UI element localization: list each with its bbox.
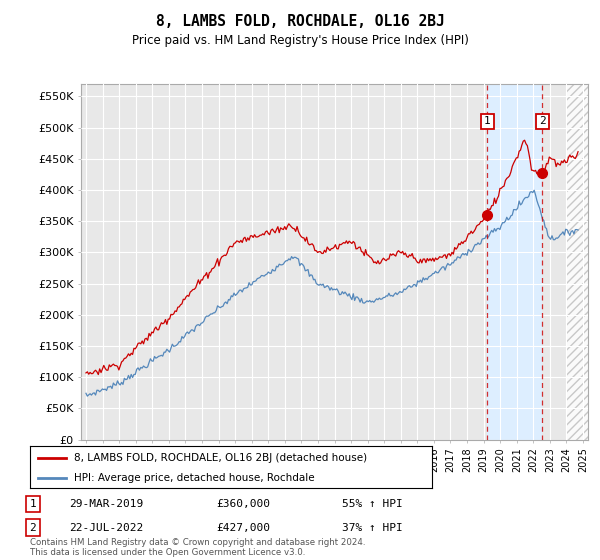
Text: 1: 1	[484, 116, 491, 127]
Text: 2: 2	[539, 116, 546, 127]
Bar	[566, 84, 588, 440]
Text: £360,000: £360,000	[216, 499, 270, 509]
Text: 8, LAMBS FOLD, ROCHDALE, OL16 2BJ: 8, LAMBS FOLD, ROCHDALE, OL16 2BJ	[155, 14, 445, 29]
Text: HPI: Average price, detached house, Rochdale: HPI: Average price, detached house, Roch…	[74, 473, 315, 483]
Text: 29-MAR-2019: 29-MAR-2019	[69, 499, 143, 509]
Text: 8, LAMBS FOLD, ROCHDALE, OL16 2BJ (detached house): 8, LAMBS FOLD, ROCHDALE, OL16 2BJ (detac…	[74, 452, 367, 463]
Text: £427,000: £427,000	[216, 522, 270, 533]
Text: 55% ↑ HPI: 55% ↑ HPI	[342, 499, 403, 509]
Bar	[487, 84, 542, 440]
Text: 2: 2	[29, 522, 37, 533]
Text: Price paid vs. HM Land Registry's House Price Index (HPI): Price paid vs. HM Land Registry's House …	[131, 34, 469, 46]
Text: 37% ↑ HPI: 37% ↑ HPI	[342, 522, 403, 533]
Text: 1: 1	[29, 499, 37, 509]
Text: 22-JUL-2022: 22-JUL-2022	[69, 522, 143, 533]
Text: Contains HM Land Registry data © Crown copyright and database right 2024.
This d: Contains HM Land Registry data © Crown c…	[30, 538, 365, 557]
Bar	[566, 84, 588, 440]
